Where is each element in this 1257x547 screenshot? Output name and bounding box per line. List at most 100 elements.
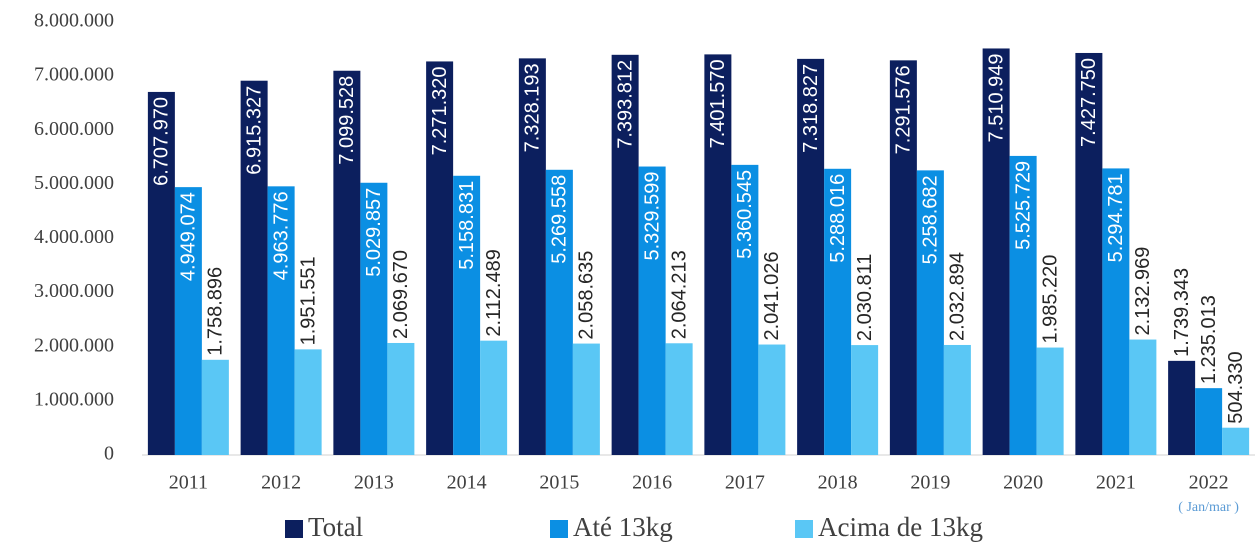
bar xyxy=(294,349,322,455)
bar xyxy=(1168,360,1196,455)
bar xyxy=(480,340,508,455)
y-tick-label: 7.000.000 xyxy=(34,64,114,86)
data-label: 2.030.811 xyxy=(854,254,876,342)
bar xyxy=(665,343,693,455)
data-label: 2.069.670 xyxy=(390,250,412,339)
bar xyxy=(267,186,295,455)
y-tick-label: 1.000.000 xyxy=(34,388,114,410)
data-label: 2.112.489 xyxy=(483,249,505,337)
bar xyxy=(147,91,175,455)
y-tick-label: 5.000.000 xyxy=(34,172,114,194)
annotation: ( Jan/mar ) xyxy=(1178,500,1239,515)
data-label: 6.707.970 xyxy=(151,97,173,186)
bar xyxy=(1195,388,1223,455)
legend-label: Acima de 13kg xyxy=(818,512,983,542)
legend-swatch xyxy=(550,520,568,538)
data-label: 1.758.896 xyxy=(205,267,227,356)
data-label: 5.029.857 xyxy=(363,188,385,277)
bar xyxy=(453,175,481,456)
data-label: 6.915.327 xyxy=(243,86,265,175)
y-tick-label: 3.000.000 xyxy=(34,280,114,302)
bar xyxy=(174,187,202,456)
data-label: 7.099.528 xyxy=(336,76,358,165)
data-label: 1.951.551 xyxy=(297,256,319,345)
bar xyxy=(1102,168,1130,455)
data-label: 5.525.729 xyxy=(1012,161,1034,250)
data-label: 7.271.320 xyxy=(429,66,451,155)
data-label: 504.330 xyxy=(1225,351,1247,423)
data-label: 4.949.074 xyxy=(178,192,200,281)
bar xyxy=(360,182,388,456)
bar xyxy=(1129,339,1157,455)
data-label: 7.328.193 xyxy=(522,63,544,152)
x-tick-label: 2017 xyxy=(725,472,765,494)
x-tick-label: 2020 xyxy=(1003,472,1043,494)
bar xyxy=(889,60,917,456)
data-label: 7.510.949 xyxy=(985,53,1007,142)
data-label: 7.291.576 xyxy=(893,65,915,154)
data-label: 7.318.827 xyxy=(800,64,822,153)
bar xyxy=(916,170,944,455)
data-label: 1.739.343 xyxy=(1171,268,1193,357)
bar xyxy=(1222,427,1250,455)
data-label: 5.329.599 xyxy=(641,172,663,261)
bar xyxy=(1036,347,1064,455)
x-tick-label: 2021 xyxy=(1096,472,1136,494)
data-label: 2.058.635 xyxy=(576,251,598,340)
data-label: 1.985.220 xyxy=(1039,255,1061,344)
bar xyxy=(518,58,546,456)
data-label: 7.401.570 xyxy=(707,59,729,148)
data-label: 5.269.558 xyxy=(549,175,571,264)
y-tick-label: 6.000.000 xyxy=(34,118,114,140)
bar xyxy=(982,48,1010,456)
x-tick-label: 2015 xyxy=(539,472,579,494)
data-label: 2.041.026 xyxy=(761,252,783,341)
bar xyxy=(943,344,971,455)
bar xyxy=(797,58,825,455)
bar xyxy=(333,70,361,456)
data-label: 4.963.776 xyxy=(270,191,292,280)
bar xyxy=(240,80,268,456)
y-tick-label: 4.000.000 xyxy=(34,226,114,248)
bar xyxy=(426,61,454,455)
bar xyxy=(387,342,415,455)
x-tick-label: 2018 xyxy=(818,472,858,494)
data-label: 5.258.682 xyxy=(920,175,942,264)
data-label: 7.393.812 xyxy=(614,60,636,149)
y-tick-label: 2.000.000 xyxy=(34,334,114,356)
x-tick-label: 2016 xyxy=(632,472,672,494)
bar xyxy=(704,54,732,456)
data-label: 7.427.750 xyxy=(1078,58,1100,147)
bar xyxy=(1075,52,1103,456)
y-tick-label: 8.000.000 xyxy=(34,10,114,32)
data-label: 5.158.831 xyxy=(456,181,478,270)
bar xyxy=(824,168,852,455)
data-label: 2.132.969 xyxy=(1132,247,1154,336)
bar xyxy=(611,54,639,455)
y-tick-label: 0 xyxy=(104,443,114,465)
bar xyxy=(638,166,666,455)
bar xyxy=(545,169,573,456)
legend-label: Total xyxy=(308,512,363,542)
bar xyxy=(201,359,229,455)
data-label: 5.360.545 xyxy=(734,170,756,259)
bar xyxy=(1009,155,1037,455)
legend-swatch xyxy=(285,520,303,538)
x-tick-label: 2019 xyxy=(910,472,950,494)
x-tick-label: 2022 xyxy=(1189,472,1229,494)
data-label: 1.235.013 xyxy=(1198,295,1220,384)
bar xyxy=(851,345,879,455)
x-tick-label: 2012 xyxy=(261,472,301,494)
x-tick-label: 2013 xyxy=(354,472,394,494)
legend-label: Até 13kg xyxy=(573,512,673,542)
legend-swatch xyxy=(795,520,813,538)
data-label: 2.032.894 xyxy=(947,252,969,341)
data-label: 2.064.213 xyxy=(668,250,690,339)
bar xyxy=(758,344,786,455)
x-tick-label: 2014 xyxy=(447,472,487,494)
data-label: 5.288.016 xyxy=(827,174,849,263)
bar xyxy=(731,164,759,455)
data-label: 5.294.781 xyxy=(1105,173,1127,262)
bar xyxy=(572,343,600,455)
